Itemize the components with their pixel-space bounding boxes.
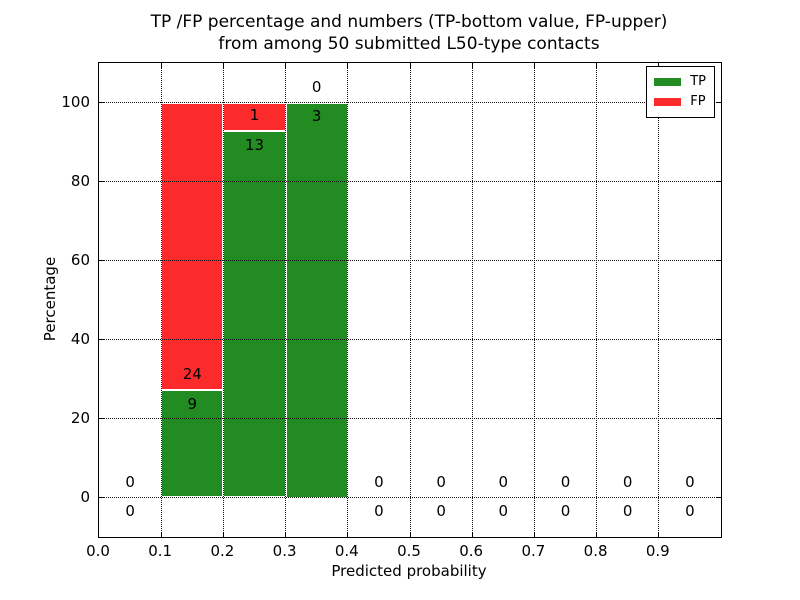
- v-gridline: [596, 63, 598, 537]
- y-tick-label: 20: [70, 408, 90, 427]
- v-gridline: [409, 63, 411, 537]
- v-gridline: [471, 63, 473, 537]
- v-gridline: [658, 63, 660, 537]
- x-tick-mark-bottom: [658, 532, 660, 537]
- fp-count-label: 0: [685, 472, 695, 491]
- tp-count-label: 0: [125, 502, 135, 521]
- y-tick-label: 100: [61, 92, 90, 111]
- y-tick-mark-right: [716, 497, 721, 498]
- chart-title-line2: from among 50 submitted L50-type contact…: [218, 34, 600, 54]
- tp-count-label: 9: [187, 394, 198, 413]
- x-tick-label: 0.8: [583, 542, 608, 560]
- x-tick-mark-bottom: [471, 532, 473, 537]
- bar-segment-fp: [161, 102, 224, 390]
- fp-count-label: 0: [622, 472, 633, 491]
- tp-count-label: 0: [622, 502, 633, 521]
- y-tick-mark-left: [99, 181, 104, 182]
- x-tick-mark-bottom: [347, 532, 349, 537]
- legend-swatch: [654, 78, 682, 86]
- fp-count-label: 1: [249, 105, 260, 124]
- y-tick-mark-right: [716, 181, 721, 182]
- y-tick-mark-left: [99, 260, 104, 261]
- chart-title-line1: TP /FP percentage and numbers (TP-bottom…: [150, 12, 668, 32]
- y-tick-mark-left: [99, 418, 104, 419]
- x-tick-mark-top: [658, 63, 660, 68]
- x-tick-label: 0.1: [148, 542, 173, 560]
- chart-title: TP /FP percentage and numbers (TP-bottom…: [98, 11, 720, 55]
- bar-segment-tp: [161, 389, 224, 498]
- y-tick-mark-right: [716, 260, 721, 261]
- plot-area: TP FP 0 0 24 9 1 13 0 3 0 0 0 0 0 0 0 0 0 0 0 0: [98, 62, 722, 538]
- fp-count-label: 0: [498, 472, 509, 491]
- y-tick-mark-left: [99, 339, 104, 340]
- tp-count-label: 3: [311, 107, 322, 126]
- fp-count-label: 0: [560, 472, 571, 491]
- tp-count-label: 0: [436, 502, 446, 521]
- x-tick-label: 0.7: [521, 542, 546, 560]
- x-tick-mark-top: [471, 63, 473, 68]
- fp-count-label: 24: [182, 364, 202, 383]
- tp-count-label: 0: [560, 502, 571, 521]
- tp-count-label: 0: [374, 502, 384, 521]
- x-tick-mark-bottom: [533, 532, 535, 537]
- x-tick-label: 0.0: [86, 542, 110, 560]
- y-tick-label: 60: [70, 250, 90, 269]
- v-gridline: [160, 63, 162, 537]
- x-tick-label: 0.3: [272, 542, 297, 560]
- x-tick-mark-top: [160, 63, 162, 68]
- x-tick-mark-bottom: [160, 532, 162, 537]
- x-tick-mark-top: [409, 63, 411, 68]
- legend-item-label: TP: [690, 74, 706, 89]
- tp-count-label: 13: [244, 135, 265, 154]
- x-tick-mark-bottom: [222, 532, 224, 537]
- legend-item: FP: [654, 92, 706, 112]
- y-tick-label: 80: [70, 171, 90, 190]
- y-tick-mark-right: [716, 339, 721, 340]
- x-tick-label: 0.9: [645, 542, 670, 560]
- x-tick-mark-top: [222, 63, 224, 68]
- bar-segment-fp: [223, 102, 286, 131]
- legend-item: TP: [654, 72, 706, 92]
- fp-count-label: 0: [436, 472, 446, 491]
- x-tick-mark-bottom: [409, 532, 411, 537]
- x-tick-mark-bottom: [596, 532, 598, 537]
- x-tick-label: 0.2: [210, 542, 235, 560]
- y-tick-label: 40: [70, 329, 90, 348]
- legend-item-label: FP: [690, 94, 706, 109]
- y-tick-mark-left: [99, 497, 104, 498]
- fp-count-label: 0: [374, 472, 384, 491]
- x-tick-label: 0.6: [459, 542, 484, 560]
- x-tick-label: 0.4: [334, 542, 359, 560]
- v-gridline: [285, 63, 287, 537]
- legend: TP FP: [646, 66, 715, 118]
- bar-segment-tp: [223, 130, 286, 498]
- tp-count-label: 0: [498, 502, 509, 521]
- v-gridline: [533, 63, 535, 537]
- legend-swatch: [654, 98, 682, 106]
- y-tick-label: 0: [80, 487, 90, 506]
- v-gridline: [222, 63, 224, 537]
- x-tick-mark-top: [285, 63, 287, 68]
- x-tick-mark-bottom: [285, 532, 287, 537]
- x-axis-label: Predicted probability: [331, 562, 487, 580]
- x-tick-mark-top: [596, 63, 598, 68]
- y-tick-mark-right: [716, 102, 721, 103]
- y-tick-mark-right: [716, 418, 721, 419]
- x-tick-mark-top: [533, 63, 535, 68]
- tp-count-label: 0: [685, 502, 695, 521]
- x-tick-mark-top: [347, 63, 349, 68]
- x-tick-label: 0.5: [397, 542, 421, 560]
- bar-segment-tp: [285, 102, 348, 498]
- v-gridline: [347, 63, 349, 537]
- y-tick-mark-left: [99, 102, 104, 103]
- fp-count-label: 0: [125, 472, 135, 491]
- fp-count-label: 0: [311, 77, 322, 96]
